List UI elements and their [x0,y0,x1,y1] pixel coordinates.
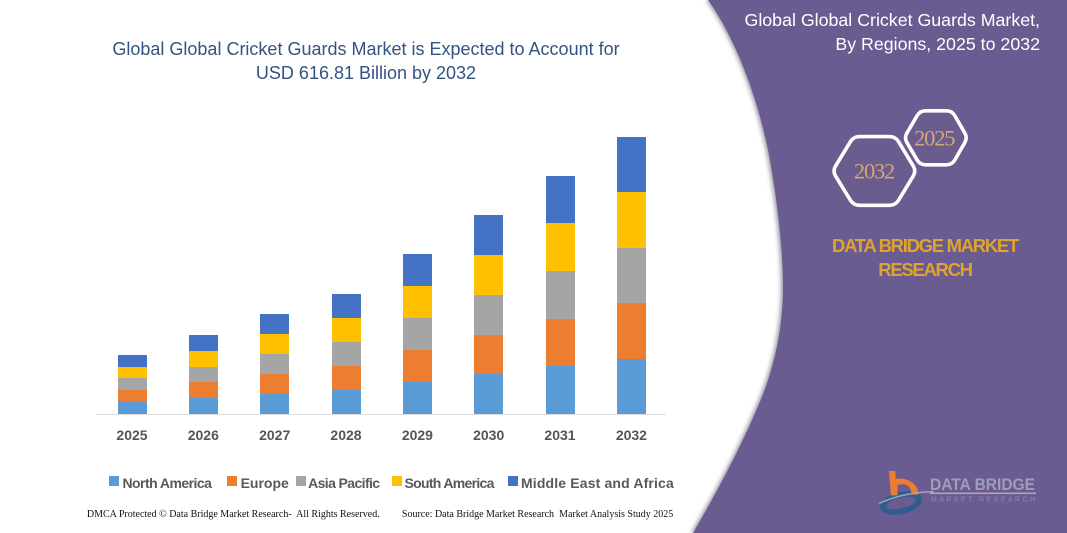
svg-text:2025: 2025 [914,126,955,151]
svg-text:MARKET RESEARCH: MARKET RESEARCH [931,497,1035,504]
svg-text:2032: 2032 [854,158,895,183]
svg-text:DATA BRIDGE: DATA BRIDGE [930,475,1035,494]
